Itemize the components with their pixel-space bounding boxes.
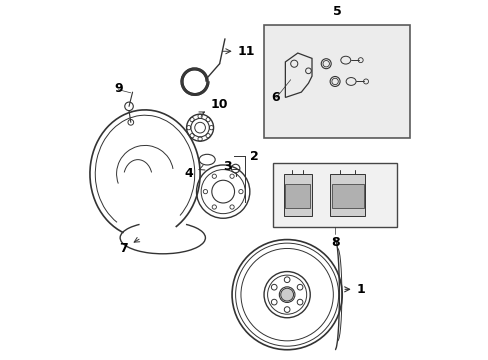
Circle shape [279, 287, 294, 302]
Text: 1: 1 [344, 283, 365, 296]
Text: 10: 10 [199, 98, 228, 116]
Bar [264, 24, 409, 138]
Text: 6: 6 [270, 91, 279, 104]
Bar [331, 184, 363, 208]
Text: 2: 2 [249, 150, 258, 163]
Text: 4: 4 [184, 165, 204, 180]
Bar [329, 174, 365, 216]
Circle shape [280, 288, 293, 301]
Text: 11: 11 [222, 45, 254, 58]
Bar [272, 163, 396, 227]
Text: 7: 7 [119, 238, 140, 255]
Text: 8: 8 [330, 236, 339, 249]
Text: 5: 5 [332, 5, 341, 18]
Bar [285, 184, 309, 208]
Bar [283, 174, 311, 216]
Text: 9: 9 [114, 82, 122, 95]
Text: 3: 3 [223, 160, 232, 173]
